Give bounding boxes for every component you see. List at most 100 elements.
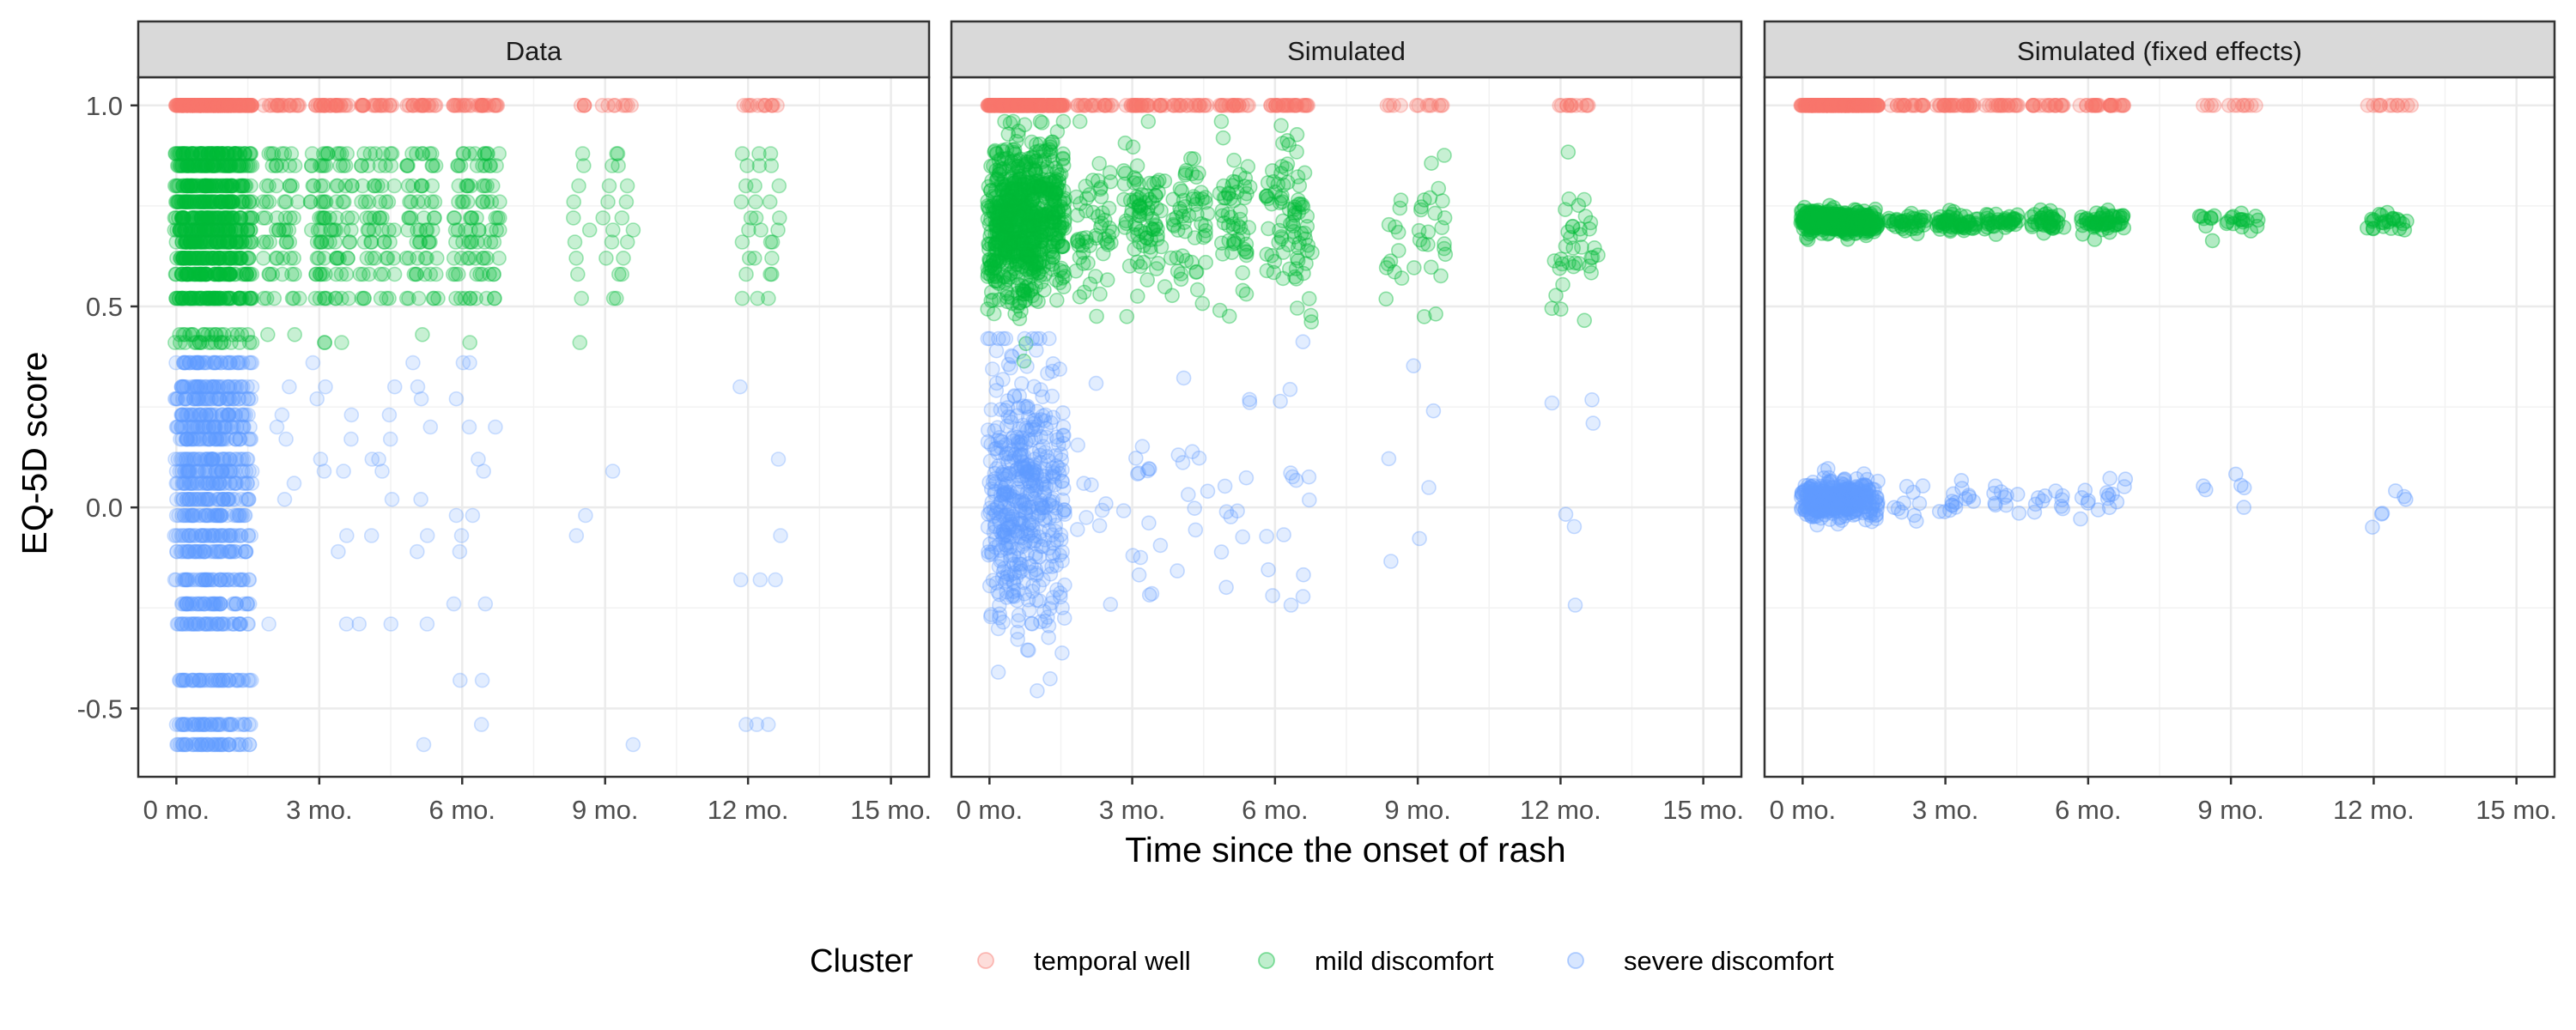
data-point [453,528,470,543]
data-point [1226,152,1242,168]
x-tick-label: 6 mo. [429,795,496,825]
data-point [419,616,435,632]
data-point [1560,144,1577,160]
data-point [174,616,190,632]
data-point [175,354,191,371]
data-point [177,464,193,479]
data-point [1273,393,1288,409]
data-point [184,476,200,491]
data-point [616,250,631,266]
data-point [174,210,191,226]
data-point [168,391,184,407]
data-point [179,234,196,250]
data-point [185,210,201,226]
data-point [178,717,193,732]
data-point [369,98,385,113]
data-point [179,431,196,447]
data-point [416,210,432,226]
data-point [734,290,750,306]
data-point [1023,564,1039,580]
data-point [1078,191,1095,206]
data-point [234,250,250,266]
data-point [181,354,197,371]
data-point [174,210,191,226]
data-point [173,419,190,435]
data-point [277,210,294,226]
data-point [183,194,199,209]
data-point [178,250,194,266]
data-point [176,354,191,371]
data-point [995,614,1011,630]
data-point [1420,237,1436,252]
data-point [174,616,190,632]
data-point [179,178,195,194]
data-point [173,335,188,350]
data-point [173,528,190,543]
data-point [1052,98,1067,113]
data-point [175,98,191,113]
data-point [175,672,191,688]
data-point [234,290,250,306]
data-point [428,266,444,282]
data-point [241,736,258,753]
data-point [177,290,193,306]
data-point [185,419,202,435]
data-point [384,491,400,507]
data-point [1217,478,1233,494]
data-point [177,543,192,560]
data-point [167,335,183,350]
data-point [1584,391,1600,408]
data-point [1296,566,1311,583]
data-point [1558,506,1574,523]
data-point [179,431,194,447]
data-point [177,335,193,350]
data-point [178,391,193,407]
data-point [1072,98,1089,113]
data-point [255,250,271,266]
data-point [1235,529,1250,545]
x-tick-label: 9 mo. [1384,795,1451,825]
data-point [1042,670,1058,687]
data-point [1078,510,1094,525]
data-point [177,250,193,266]
data-point [167,210,183,226]
data-point [732,379,748,395]
data-point [179,234,195,250]
data-point [1276,527,1291,542]
data-point [180,98,196,113]
data-point [1075,256,1091,271]
data-point [179,98,194,113]
x-tick-label: 0 mo. [957,795,1024,825]
data-point [237,507,253,524]
data-point [173,222,188,238]
data-point [176,672,191,688]
data-point [1583,264,1599,281]
data-point [234,491,249,507]
data-point [177,266,193,282]
data-point [383,616,399,632]
data-point [1231,98,1247,113]
data-point [764,250,780,266]
data-point [184,451,199,467]
data-point [185,178,201,194]
data-point [177,178,192,194]
data-point [1188,522,1204,538]
data-point [178,146,194,161]
data-point [763,98,780,113]
data-point [1238,286,1255,302]
data-point [174,266,191,282]
data-point [261,178,276,194]
data-point [168,290,184,306]
data-point [1574,239,1589,255]
data-point [173,491,190,507]
data-point [1577,191,1592,208]
data-point [1422,98,1437,113]
data-point [184,379,199,395]
data-point [173,379,190,395]
data-point [995,330,1011,347]
data-point [985,361,1000,377]
data-point [175,672,191,688]
data-point [1265,588,1280,603]
